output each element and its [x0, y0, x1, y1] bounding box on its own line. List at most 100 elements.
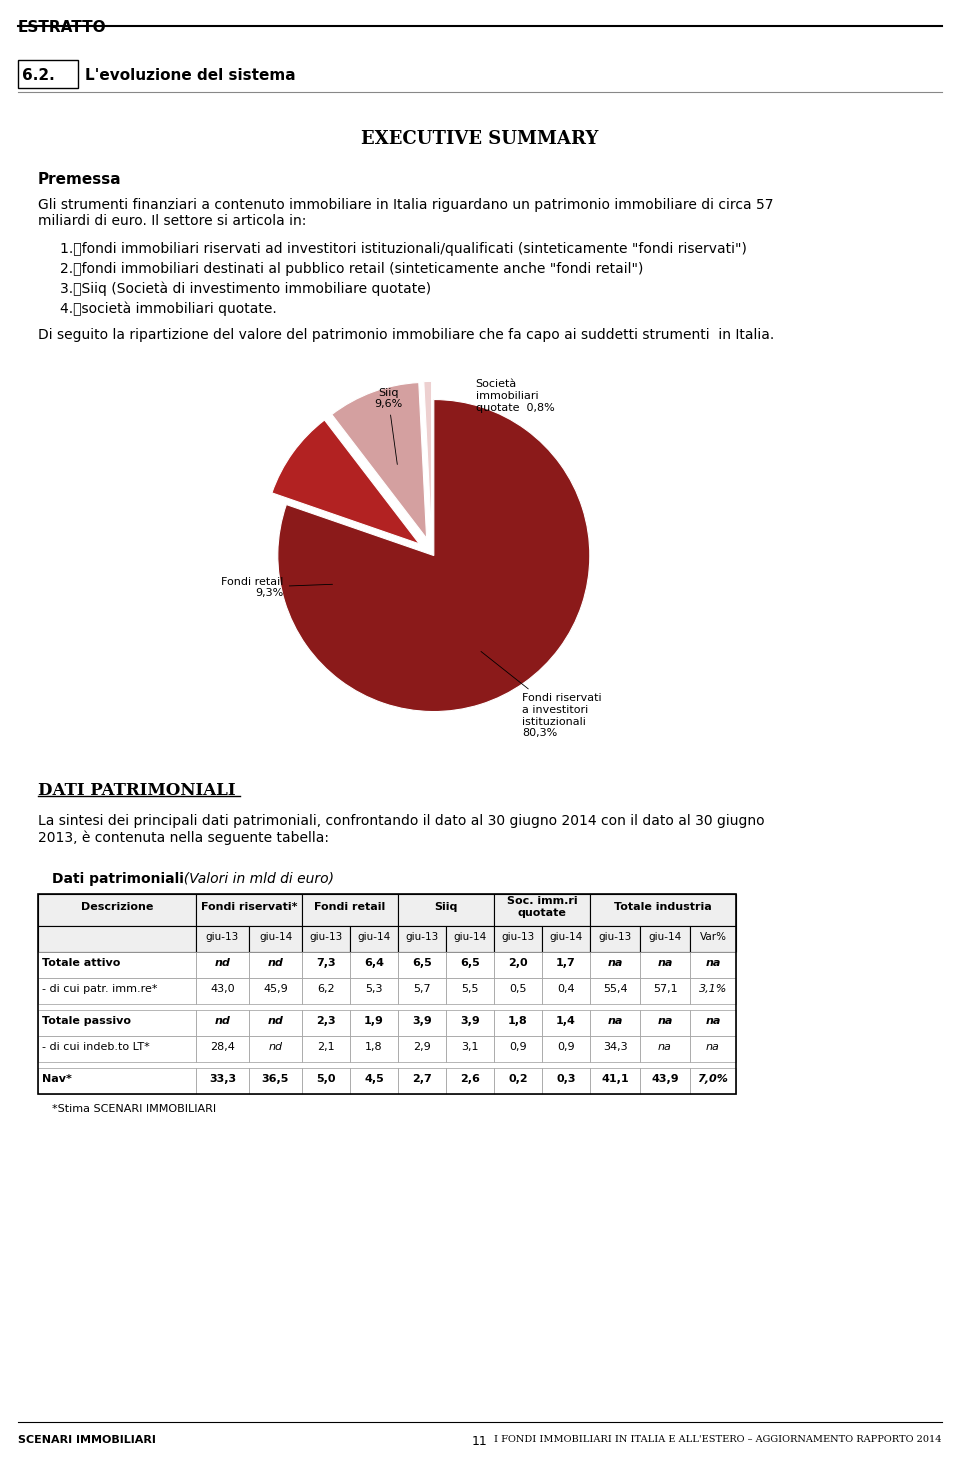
Text: na: na [658, 1015, 673, 1026]
Text: Gli strumenti finanziari a contenuto immobiliare in Italia riguardano un patrimo: Gli strumenti finanziari a contenuto imm… [38, 198, 774, 228]
Bar [640, 1036, 690, 1062]
Bar [249, 978, 302, 1004]
Text: giu-13: giu-13 [205, 932, 239, 943]
Wedge shape [423, 381, 432, 537]
Text: 6.2.: 6.2. [22, 69, 55, 83]
Bar [249, 1068, 302, 1094]
Text: 41,1: 41,1 [601, 1074, 629, 1084]
Text: 55,4: 55,4 [603, 983, 627, 994]
Bar [350, 1010, 398, 1036]
Text: 1,8: 1,8 [508, 1015, 528, 1026]
Bar [590, 953, 640, 978]
Text: 2,3: 2,3 [316, 1015, 336, 1026]
Bar [38, 1036, 196, 1062]
Text: ESTRATTO: ESTRATTO [18, 20, 107, 35]
Text: nd: nd [215, 959, 230, 967]
Text: na: na [658, 959, 673, 967]
Text: Descrizione: Descrizione [81, 902, 154, 912]
Text: 4,5: 4,5 [364, 1074, 384, 1084]
Text: 0,2: 0,2 [508, 1074, 528, 1084]
Text: L'evoluzione del sistema: L'evoluzione del sistema [85, 69, 296, 83]
Text: na: na [706, 1015, 721, 1026]
Text: 1,8: 1,8 [365, 1042, 383, 1052]
Text: 6,4: 6,4 [364, 959, 384, 967]
Text: na: na [608, 1015, 623, 1026]
Bar [690, 953, 736, 978]
Bar [302, 1010, 350, 1036]
Text: Fondi riservati
a investitori
istituzionali
80,3%: Fondi riservati a investitori istituzion… [481, 652, 602, 738]
Text: Dati patrimoniali: Dati patrimoniali [52, 872, 184, 886]
Bar [249, 926, 302, 953]
Text: 28,4: 28,4 [210, 1042, 235, 1052]
Wedge shape [272, 420, 420, 544]
Bar [38, 894, 196, 926]
Bar [446, 926, 494, 953]
Bar [302, 926, 350, 953]
Bar [640, 1068, 690, 1094]
Bar [494, 894, 590, 926]
Text: 4.	società immobiliari quotate.: 4. società immobiliari quotate. [60, 302, 276, 317]
Text: 43,0: 43,0 [210, 983, 235, 994]
Text: 6,2: 6,2 [317, 983, 335, 994]
Text: 3,9: 3,9 [412, 1015, 432, 1026]
Text: 0,5: 0,5 [509, 983, 527, 994]
Bar [640, 926, 690, 953]
Text: Totale passivo: Totale passivo [42, 1015, 131, 1026]
Text: 5,3: 5,3 [365, 983, 383, 994]
Bar [590, 894, 736, 926]
Text: EXECUTIVE SUMMARY: EXECUTIVE SUMMARY [361, 130, 599, 147]
Bar [494, 926, 542, 953]
Bar [196, 1010, 249, 1036]
Bar [542, 978, 590, 1004]
Text: 43,9: 43,9 [651, 1074, 679, 1084]
Text: na: na [608, 959, 623, 967]
Text: Soc. imm.ri
quotate: Soc. imm.ri quotate [507, 896, 577, 918]
Bar [590, 1068, 640, 1094]
Text: na: na [706, 1042, 720, 1052]
Text: 6,5: 6,5 [412, 959, 432, 967]
Bar [640, 1010, 690, 1036]
Text: Totale industria: Totale industria [614, 902, 712, 912]
Text: - di cui indeb.to LT*: - di cui indeb.to LT* [42, 1042, 150, 1052]
Bar [350, 1068, 398, 1094]
Text: giu-13: giu-13 [501, 932, 535, 943]
Text: giu-14: giu-14 [259, 932, 292, 943]
Text: 3,9: 3,9 [460, 1015, 480, 1026]
Text: SCENARI IMMOBILIARI: SCENARI IMMOBILIARI [18, 1436, 156, 1444]
Text: 2,0: 2,0 [508, 959, 528, 967]
Bar [446, 978, 494, 1004]
Bar [302, 953, 350, 978]
Bar [350, 978, 398, 1004]
Text: 1,4: 1,4 [556, 1015, 576, 1026]
Bar [18, 60, 78, 88]
Bar [398, 1036, 446, 1062]
Bar [302, 1036, 350, 1062]
Bar [690, 926, 736, 953]
Text: 3,1: 3,1 [461, 1042, 479, 1052]
Text: giu-13: giu-13 [405, 932, 439, 943]
Text: giu-14: giu-14 [453, 932, 487, 943]
Bar [196, 953, 249, 978]
Text: giu-13: giu-13 [309, 932, 343, 943]
Bar [446, 1036, 494, 1062]
Text: 2,6: 2,6 [460, 1074, 480, 1084]
Text: 7,0%: 7,0% [698, 1074, 729, 1084]
Bar [38, 953, 196, 978]
Text: 3.	Siiq (Società di investimento immobiliare quotate): 3. Siiq (Società di investimento immobil… [60, 282, 431, 296]
Text: 2.	fondi immobiliari destinati al pubblico retail (sinteticamente anche "fondi r: 2. fondi immobiliari destinati al pubbli… [60, 263, 643, 276]
Text: Società
immobiliari
quotate  0,8%: Società immobiliari quotate 0,8% [476, 379, 555, 413]
Text: Fondi retail
9,3%: Fondi retail 9,3% [222, 576, 332, 598]
Text: Var%: Var% [700, 932, 727, 943]
Bar [38, 1068, 196, 1094]
Text: DATI PATRIMONIALI: DATI PATRIMONIALI [38, 782, 235, 800]
Text: Fondi riservati*: Fondi riservati* [201, 902, 298, 912]
Bar [350, 953, 398, 978]
Text: 0,9: 0,9 [509, 1042, 527, 1052]
Text: na: na [706, 959, 721, 967]
Text: 0,9: 0,9 [557, 1042, 575, 1052]
Text: 5,5: 5,5 [461, 983, 479, 994]
Bar [542, 1068, 590, 1094]
Bar [690, 1036, 736, 1062]
Text: 0,4: 0,4 [557, 983, 575, 994]
Text: I FONDI IMMOBILIARI IN ITALIA E ALL'ESTERO – AGGIORNAMENTO RAPPORTO 2014: I FONDI IMMOBILIARI IN ITALIA E ALL'ESTE… [494, 1436, 942, 1444]
